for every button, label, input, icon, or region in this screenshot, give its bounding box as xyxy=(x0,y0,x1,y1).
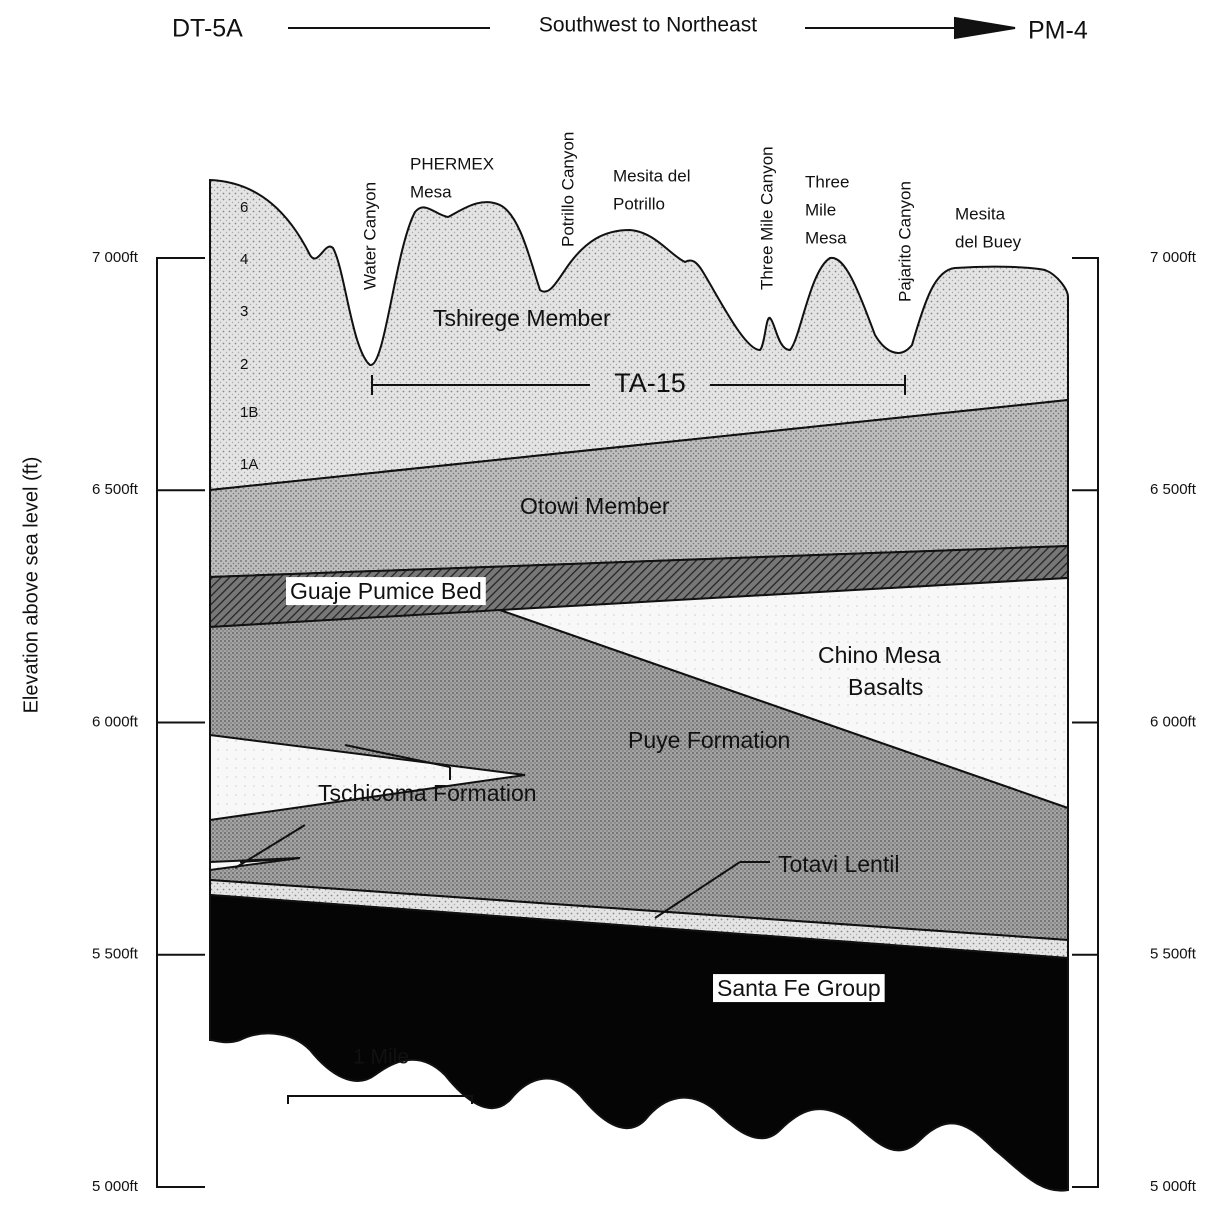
formation-label: Santa Fe Group xyxy=(717,975,881,1001)
elevation-label: 6 000ft xyxy=(92,713,139,730)
elevation-label: 6 000ft xyxy=(1150,713,1197,730)
scale-bar xyxy=(288,1096,472,1104)
landmark-label: Mesita del xyxy=(613,166,690,185)
landmark-label: Three Mile Canyon xyxy=(757,146,776,290)
unit-label: 2 xyxy=(240,356,248,373)
landmark-label: Three xyxy=(805,172,849,191)
formation-label: Tschicoma Formation xyxy=(318,780,537,806)
elevation-label: 7 000ft xyxy=(92,249,139,266)
formation-label: Guaje Pumice Bed xyxy=(290,578,482,604)
formation-label: Puye Formation xyxy=(628,727,790,753)
elevation-label: 5 000ft xyxy=(1150,1178,1197,1195)
landmark-label: del Buey xyxy=(955,232,1022,251)
section-label: TA-15 xyxy=(614,368,686,398)
landmark-label: Mile xyxy=(805,200,836,219)
landmark-label: Water Canyon xyxy=(360,182,379,290)
formation-label: Otowi Member xyxy=(520,493,670,519)
landmark-label: Potrillo Canyon xyxy=(558,132,577,247)
cross-section: DT-5A Southwest to Northeast PM-4 Elevat… xyxy=(0,0,1228,1209)
scale-line xyxy=(288,1096,472,1104)
right-well: PM-4 xyxy=(1028,17,1088,45)
left-well: DT-5A xyxy=(172,15,243,43)
elevation-label: 5 000ft xyxy=(92,1178,139,1195)
unit-label: 6 xyxy=(240,199,248,216)
unit-label: 4 xyxy=(240,251,248,268)
unit-label: 1A xyxy=(240,456,258,473)
formation-label: Chino Mesa xyxy=(818,642,941,668)
unit-label: 1B xyxy=(240,404,258,421)
elevation-label: 5 500ft xyxy=(1150,946,1197,963)
elevation-label: 7 000ft xyxy=(1150,249,1197,266)
strata xyxy=(210,180,1068,1191)
unit-label: 3 xyxy=(240,303,248,320)
direction: Southwest to Northeast xyxy=(539,14,757,37)
elevation-label: 6 500ft xyxy=(1150,481,1197,498)
axis-label: Elevation above sea level (ft) xyxy=(20,457,42,714)
landmark-label: Pajarito Canyon xyxy=(895,181,914,302)
arrow-head xyxy=(955,18,1015,38)
landmark-label: Mesa xyxy=(805,228,847,247)
elevation-label: 6 500ft xyxy=(92,481,139,498)
formation-label: Tshirege Member xyxy=(433,305,611,331)
formation-label: Totavi Lentil xyxy=(778,851,899,877)
landmark-label: Mesita xyxy=(955,204,1006,223)
landmark-label: Potrillo xyxy=(613,194,665,213)
formation-label: Basalts xyxy=(848,674,923,700)
scale-label: 1 Mile xyxy=(353,1046,409,1069)
landmark-label: Mesa xyxy=(410,182,452,201)
elevation-label: 5 500ft xyxy=(92,946,139,963)
landmark-label: PHERMEX xyxy=(410,154,494,173)
